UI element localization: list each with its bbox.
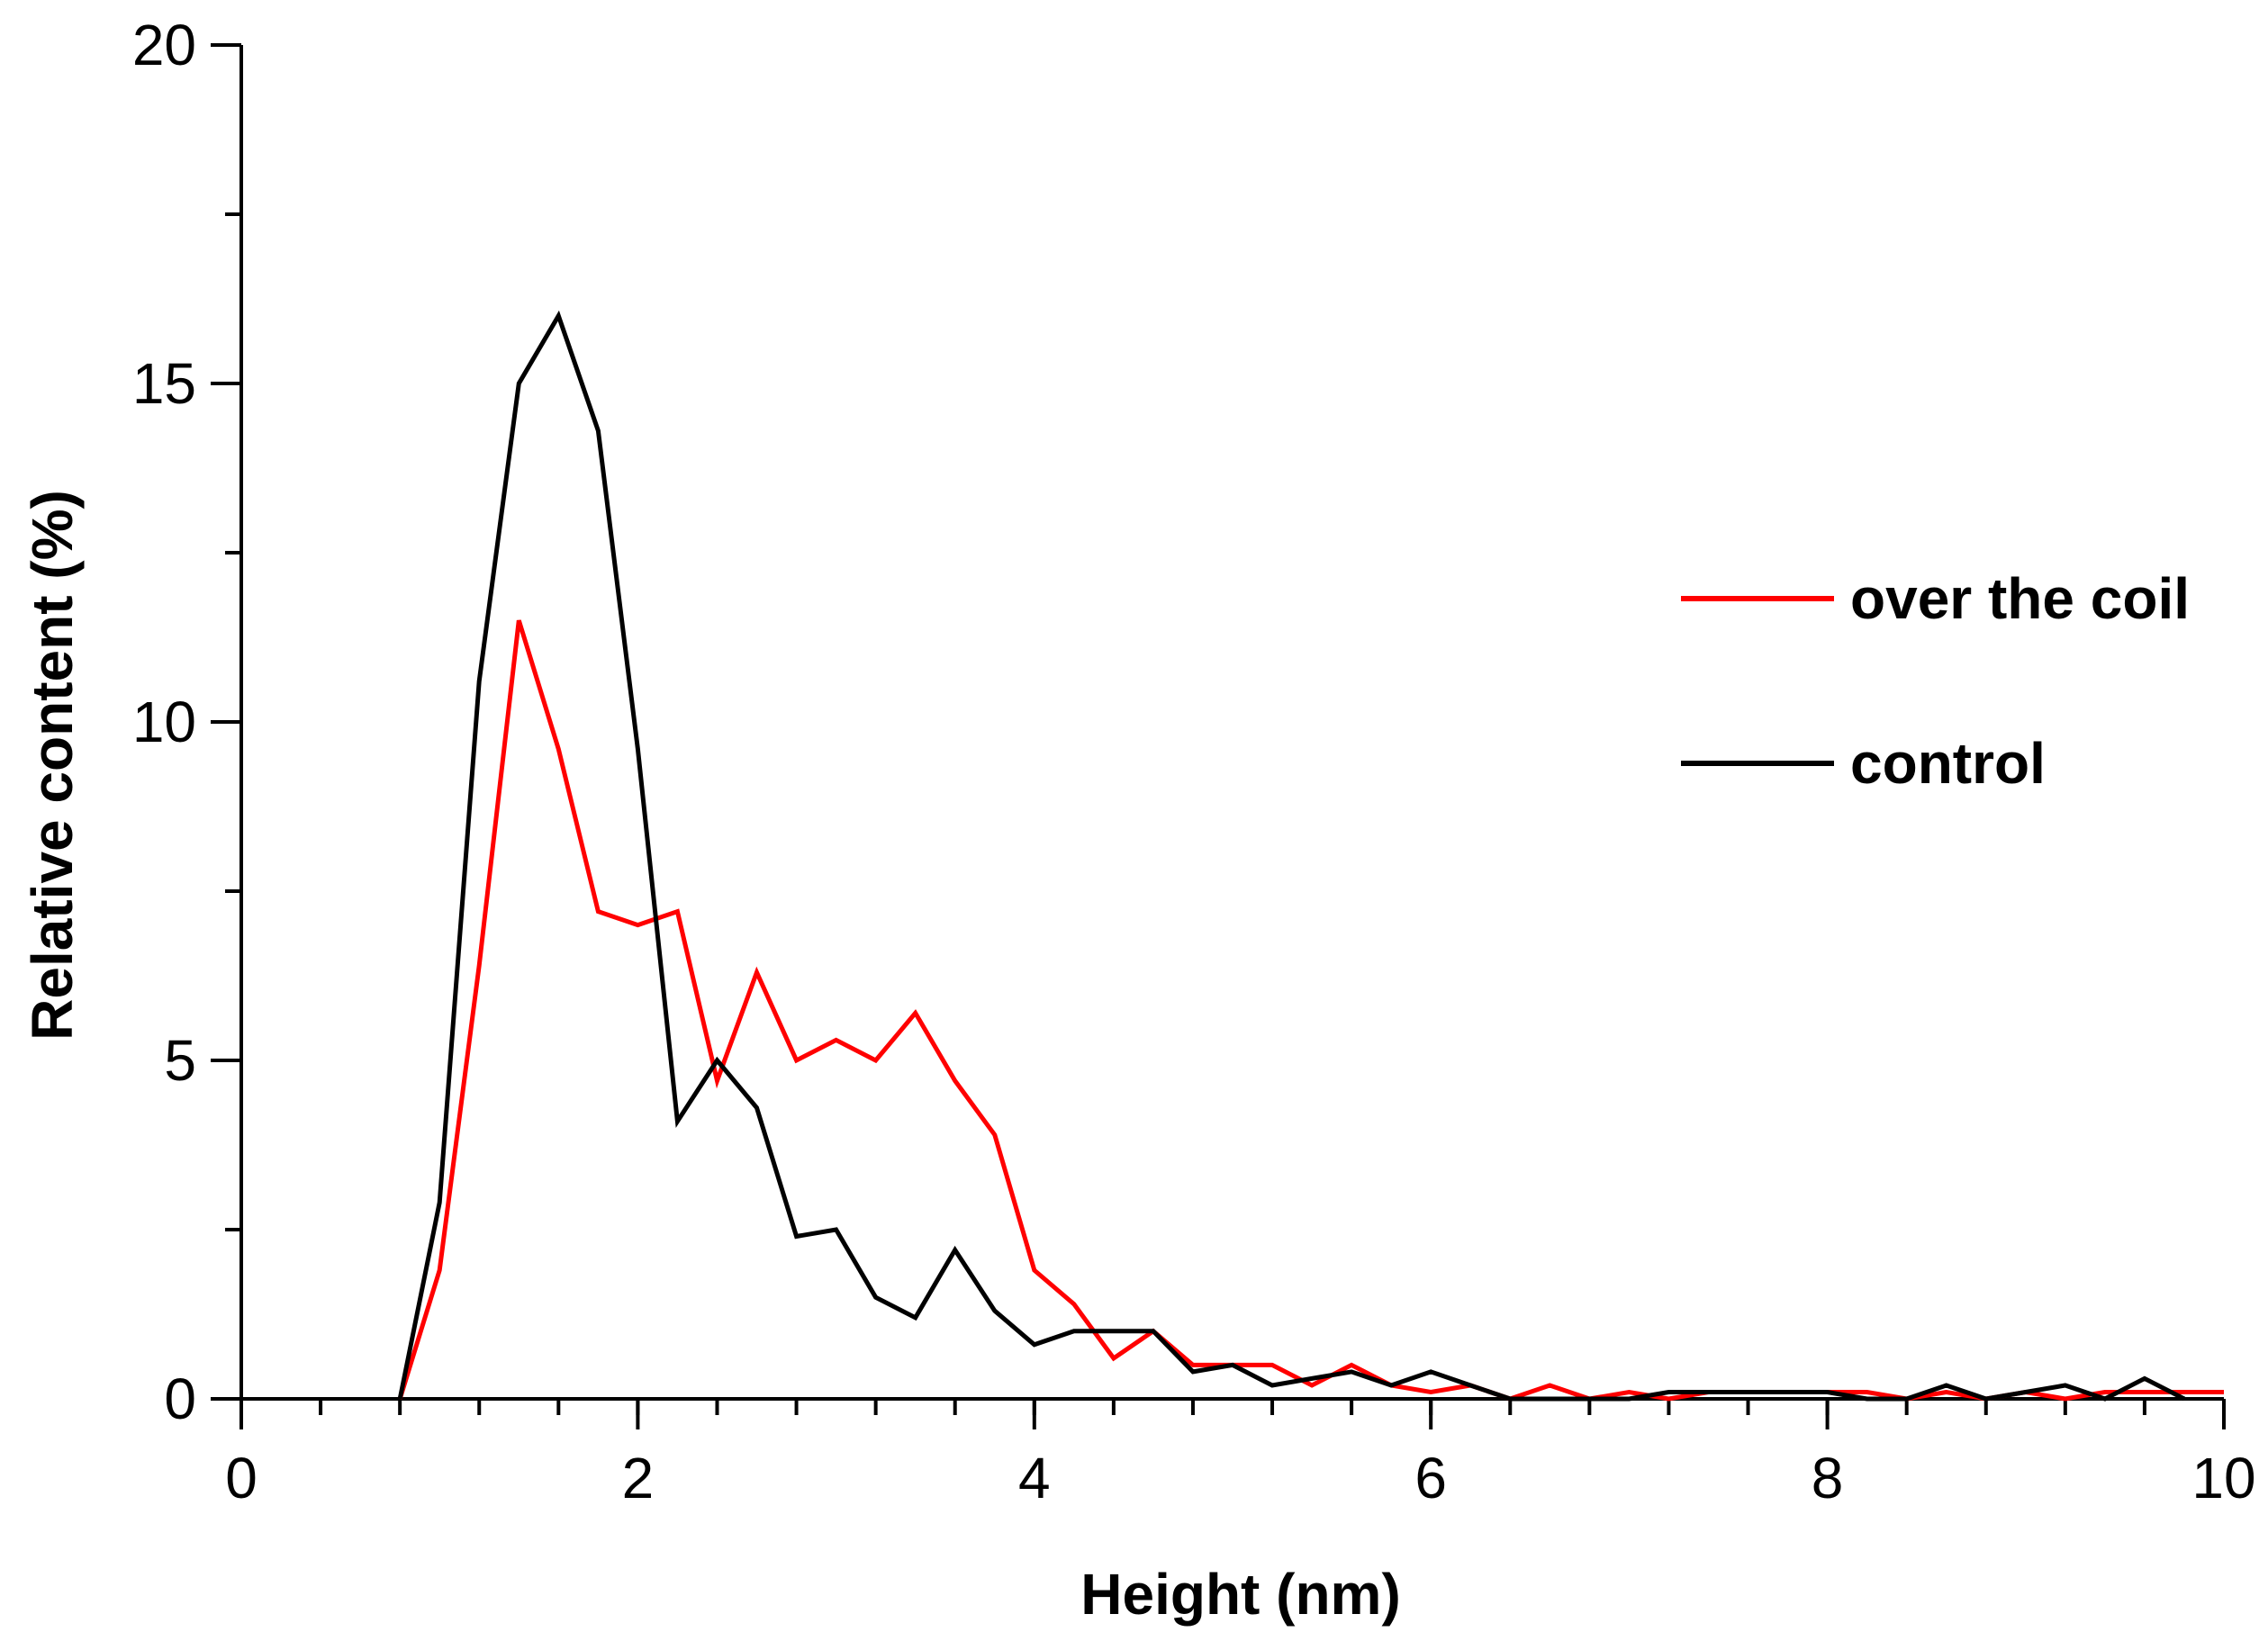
y-axis-title: Relative content (%) [20,490,85,1041]
y-tick-label: 20 [132,13,196,77]
legend-label: control [1850,731,2046,796]
x-tick-label: 0 [225,1446,258,1510]
x-tick-label: 2 [622,1446,655,1510]
x-tick-label: 8 [1812,1446,1844,1510]
y-tick-label: 15 [132,351,196,416]
y-tick-label: 10 [132,690,196,754]
x-tick-label: 6 [1414,1446,1447,1510]
x-tick-label: 4 [1018,1446,1051,1510]
axes: 0 2 4 6 8 10 0 5 10 15 20 [132,13,2256,1510]
y-tick-label: 5 [164,1028,196,1093]
y-tick-label: 0 [164,1366,196,1431]
series-line-control [397,310,2186,1402]
x-axis-title: Height (nm) [1080,1562,1401,1627]
legend-label: over the coil [1850,566,2190,631]
x-tick-label: 10 [2191,1446,2255,1510]
series-layer [397,310,2224,1402]
legend: over the coil control [1681,566,2190,796]
